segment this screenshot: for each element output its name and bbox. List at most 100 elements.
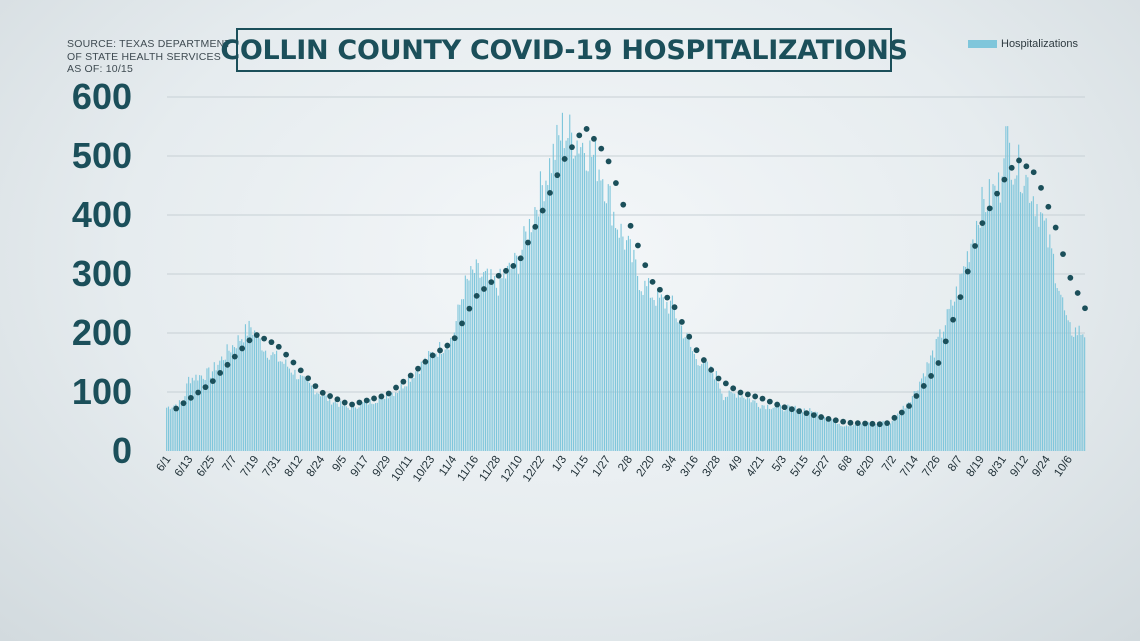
trend-dot <box>825 415 832 422</box>
bar <box>572 158 574 451</box>
trend-dot <box>393 384 399 391</box>
bar <box>519 258 521 451</box>
bar <box>252 334 254 451</box>
bar <box>937 336 939 451</box>
bar <box>1052 253 1055 451</box>
x-tick-label: 10/11 <box>390 454 416 484</box>
trend-dot <box>231 353 238 360</box>
bar <box>433 356 435 451</box>
bar <box>221 356 223 451</box>
trend-dot <box>664 294 671 301</box>
bar <box>651 297 653 451</box>
bar <box>889 423 891 451</box>
bar <box>792 408 794 451</box>
bar <box>246 335 248 451</box>
trend-dot <box>495 272 502 279</box>
bar <box>299 374 301 451</box>
trend-dot <box>261 335 268 342</box>
bar <box>723 400 725 451</box>
bar <box>966 251 968 451</box>
bar <box>334 401 336 451</box>
y-tick-label: 300 <box>72 253 132 294</box>
bar <box>825 418 827 451</box>
bar <box>534 207 536 451</box>
bar <box>426 361 428 451</box>
bar <box>171 407 173 451</box>
bar <box>767 404 769 451</box>
trend-dot <box>715 375 722 382</box>
bar <box>298 379 300 451</box>
bar <box>712 373 714 451</box>
bar <box>341 405 344 451</box>
bar <box>1060 294 1062 451</box>
bar <box>798 410 800 451</box>
bar <box>404 386 406 451</box>
bar <box>847 426 849 451</box>
trend-dot <box>253 332 260 338</box>
bar <box>591 156 593 451</box>
bar <box>675 318 677 451</box>
bar <box>549 158 551 452</box>
bar <box>759 408 761 451</box>
bar <box>726 396 728 451</box>
bar <box>910 402 912 451</box>
bar <box>309 382 311 451</box>
bar <box>994 185 996 452</box>
bar <box>1071 335 1073 451</box>
x-tick-label: 7/31 <box>261 454 284 479</box>
bar <box>167 406 170 451</box>
bar <box>587 171 589 451</box>
bar <box>860 423 862 451</box>
trend-dot <box>488 279 495 286</box>
bar <box>235 348 237 451</box>
bar <box>411 376 413 451</box>
trend-dot <box>913 393 920 399</box>
bar <box>999 202 1001 451</box>
bar <box>521 249 523 451</box>
trend-dot <box>657 286 663 293</box>
bar <box>853 424 855 451</box>
bar <box>178 400 181 451</box>
trend-dot <box>180 400 187 407</box>
bar <box>169 409 171 451</box>
bar <box>627 235 629 451</box>
bar <box>488 280 490 451</box>
bar <box>1034 216 1036 451</box>
trend-dot <box>481 286 487 292</box>
bar <box>831 419 833 451</box>
bar <box>886 422 888 451</box>
trend-dot <box>803 410 810 417</box>
trend-dot <box>774 401 781 408</box>
bar <box>739 397 741 451</box>
bar <box>811 411 813 451</box>
bar <box>655 305 657 451</box>
bar <box>393 396 395 451</box>
bar <box>657 288 659 451</box>
bar <box>257 333 259 451</box>
bar <box>765 409 767 451</box>
bar <box>919 381 921 451</box>
bar <box>840 425 842 451</box>
bar <box>484 270 487 451</box>
bar <box>911 396 913 451</box>
bar <box>512 268 514 451</box>
bar <box>217 364 219 451</box>
bar <box>842 426 844 451</box>
bar <box>505 278 507 451</box>
bar <box>307 380 309 451</box>
bar <box>439 341 441 451</box>
bar <box>794 405 796 451</box>
bar <box>233 347 236 451</box>
bar <box>710 366 712 451</box>
bar <box>1038 226 1040 451</box>
legend-label: Hospitalizations <box>1001 38 1079 50</box>
bar <box>633 249 635 451</box>
bar <box>1065 315 1067 451</box>
trend-dot <box>466 305 473 312</box>
bar <box>543 201 545 451</box>
bar <box>873 421 875 451</box>
x-tick-label: 1/15 <box>569 454 592 479</box>
bar <box>565 140 567 452</box>
bar <box>1029 202 1031 451</box>
bar <box>468 280 470 451</box>
